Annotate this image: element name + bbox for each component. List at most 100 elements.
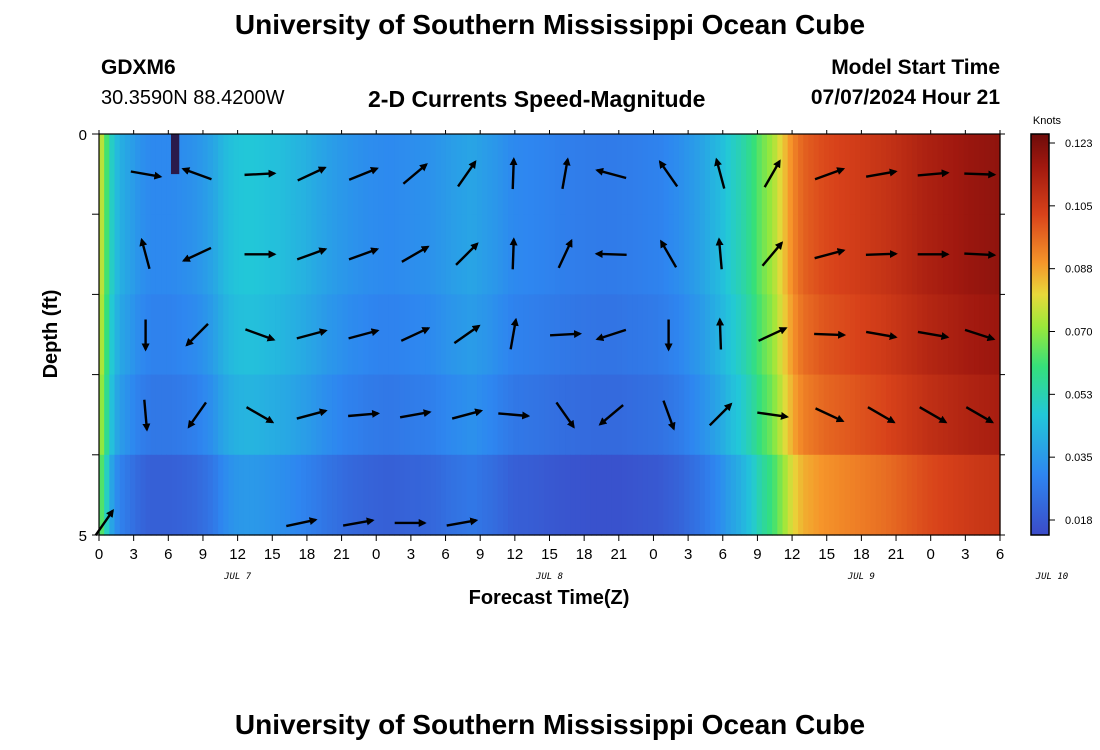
heatmap-cell bbox=[528, 374, 535, 456]
heatmap-cell bbox=[300, 294, 307, 376]
current-vector-arrow bbox=[919, 406, 948, 424]
heatmap-cell bbox=[772, 134, 778, 215]
heatmap-cell bbox=[440, 134, 447, 215]
heatmap-cell bbox=[440, 294, 447, 376]
heatmap-cell bbox=[746, 214, 753, 295]
heatmap-cell bbox=[482, 374, 488, 456]
heatmap-cell bbox=[896, 214, 903, 295]
heatmap-cell bbox=[326, 294, 333, 376]
heatmap-cell bbox=[798, 294, 804, 376]
heatmap-cell bbox=[953, 374, 960, 456]
heatmap-cell bbox=[684, 294, 690, 376]
current-vector-arrow bbox=[187, 401, 207, 429]
current-vector-arrow bbox=[348, 247, 380, 261]
heatmap-cell bbox=[627, 294, 633, 376]
heatmap-cell bbox=[451, 294, 457, 376]
heatmap-cell bbox=[766, 134, 773, 215]
heatmap-cell bbox=[192, 454, 198, 536]
current-vector-arrow bbox=[757, 411, 789, 420]
heatmap-cell bbox=[829, 134, 835, 215]
heatmap-cell bbox=[891, 294, 898, 376]
heatmap-cell bbox=[751, 374, 758, 456]
heatmap-cell bbox=[932, 454, 939, 536]
heatmap-cell bbox=[668, 294, 675, 376]
heatmap-cell bbox=[580, 294, 587, 376]
heatmap-cell bbox=[937, 374, 944, 456]
heatmap-cell bbox=[399, 454, 406, 536]
heatmap-cell bbox=[689, 374, 696, 456]
heatmap-cell bbox=[430, 134, 437, 215]
heatmap-cell bbox=[145, 214, 152, 295]
heatmap-cell bbox=[466, 294, 473, 376]
heatmap-cell bbox=[958, 294, 965, 376]
heatmap-cell bbox=[637, 294, 644, 376]
x-tick-label: 3 bbox=[961, 546, 969, 563]
heatmap-cell bbox=[803, 374, 810, 456]
heatmap-cell bbox=[906, 454, 913, 536]
heatmap-cell bbox=[994, 374, 1001, 456]
heatmap-cell bbox=[647, 454, 654, 536]
heatmap-cell bbox=[394, 214, 400, 295]
heatmap-cell bbox=[233, 134, 240, 215]
heatmap-cell bbox=[290, 294, 297, 376]
current-vector-arrow bbox=[964, 328, 996, 342]
heatmap-cell bbox=[663, 134, 670, 215]
heatmap-cell bbox=[109, 374, 116, 456]
heatmap-cell bbox=[829, 454, 835, 536]
heatmap-cell bbox=[668, 454, 675, 536]
heatmap-cell bbox=[621, 454, 628, 536]
heatmap-cell bbox=[466, 134, 473, 215]
heatmap-cell bbox=[720, 134, 727, 215]
x-tick-label: 18 bbox=[299, 546, 316, 563]
heatmap-cell bbox=[207, 214, 214, 295]
heatmap-cell bbox=[994, 294, 1001, 376]
heatmap-cell bbox=[218, 134, 224, 215]
heatmap-cell bbox=[155, 374, 162, 456]
heatmap-cell bbox=[316, 134, 323, 215]
current-vector-arrow bbox=[130, 170, 163, 180]
plot-title: 2-D Currents Speed-Magnitude bbox=[368, 86, 706, 112]
heatmap-cell bbox=[399, 134, 406, 215]
heatmap-cell bbox=[394, 294, 400, 376]
heatmap-cell bbox=[316, 374, 323, 456]
heatmap-cell bbox=[860, 214, 866, 295]
heatmap-cell bbox=[901, 214, 908, 295]
heatmap-cell bbox=[378, 374, 385, 456]
heatmap-cell bbox=[471, 294, 478, 376]
heatmap-cell bbox=[145, 374, 152, 456]
heatmap-cell bbox=[285, 294, 292, 376]
heatmap-cell bbox=[865, 134, 872, 215]
heatmap-cell bbox=[590, 454, 597, 536]
heatmap-cell bbox=[109, 134, 116, 215]
heatmap-cell bbox=[166, 374, 173, 456]
heatmap-cell bbox=[699, 374, 706, 456]
heatmap-cell bbox=[792, 374, 799, 456]
heatmap-cell bbox=[741, 454, 747, 536]
heatmap-cell bbox=[585, 374, 592, 456]
heatmap-cell bbox=[456, 454, 463, 536]
heatmap-cell bbox=[637, 134, 644, 215]
heatmap-cell bbox=[352, 214, 359, 295]
heatmap-cell bbox=[658, 454, 665, 536]
date-label: JUL 10 bbox=[1035, 572, 1069, 582]
heatmap-cell bbox=[155, 454, 162, 536]
heatmap-cell bbox=[508, 294, 514, 376]
heatmap-cell bbox=[673, 294, 680, 376]
heatmap-cell bbox=[471, 454, 478, 536]
x-axis: 0 3 6 9 12 15 18 21 0 3 6 9 12 15 18 21 0 3 6 9 12 15 18 21 0 3 6 J… bbox=[95, 130, 1068, 582]
heatmap-cell bbox=[653, 134, 659, 215]
current-vector-arrow bbox=[399, 409, 432, 419]
heatmap-cell bbox=[181, 454, 188, 536]
heatmap-cell bbox=[704, 134, 711, 215]
heatmap-cell bbox=[886, 374, 892, 456]
heatmap-cell bbox=[834, 214, 841, 295]
heatmap-cell bbox=[777, 214, 784, 295]
heatmap-cell bbox=[539, 294, 545, 376]
heatmap-cell bbox=[181, 134, 188, 215]
heatmap-cell bbox=[968, 454, 975, 536]
current-vector-arrow bbox=[708, 402, 733, 427]
heatmap-cell bbox=[704, 374, 711, 456]
current-vector-arrow bbox=[453, 324, 481, 345]
heatmap-cell bbox=[694, 294, 701, 376]
heatmap-cell bbox=[601, 374, 608, 456]
